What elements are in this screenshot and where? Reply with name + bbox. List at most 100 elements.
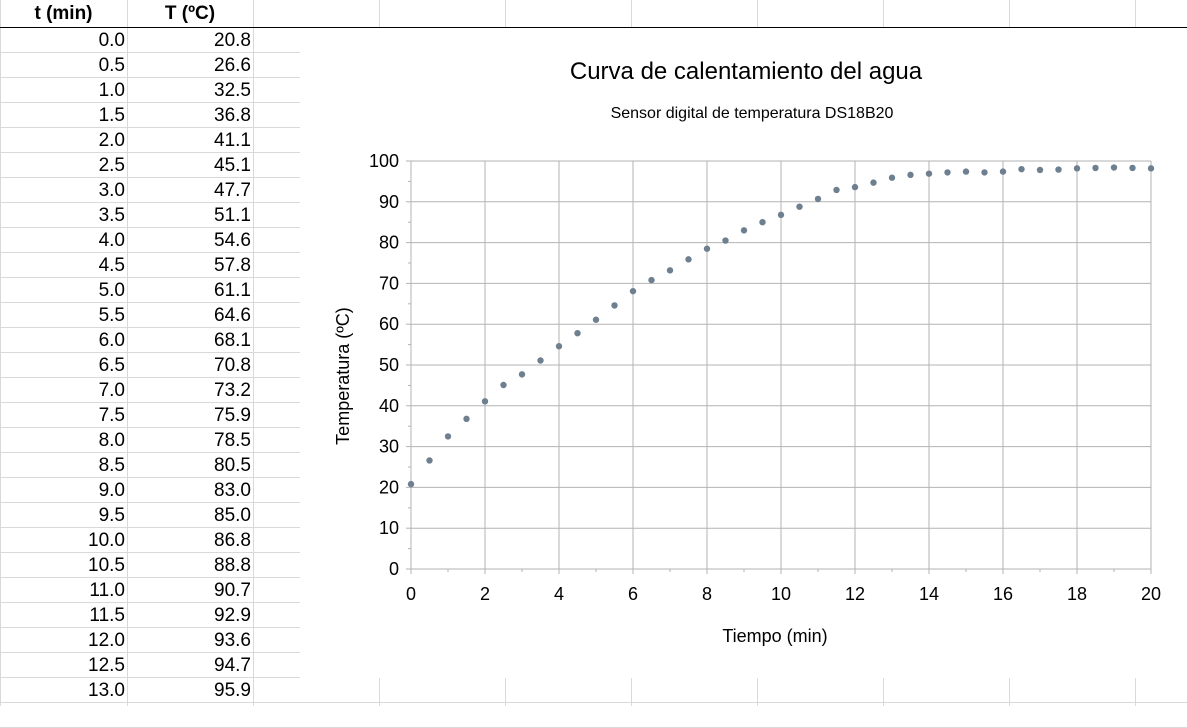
data-point [814, 195, 822, 203]
y-tick-label: 50 [379, 355, 399, 375]
cell-time[interactable]: 10.0 [88, 530, 125, 551]
data-point [907, 171, 914, 179]
cell-time[interactable]: 4.0 [98, 230, 125, 251]
x-tick-label: 4 [554, 584, 564, 604]
data-point [518, 371, 526, 378]
cell-temperature[interactable]: 93.6 [214, 630, 251, 651]
cell-time[interactable]: 12.5 [88, 655, 125, 676]
y-axis-label: Temperatura (ºC) [333, 307, 353, 445]
cell-time[interactable]: 11.5 [89, 605, 125, 626]
cell-time[interactable]: 6.0 [98, 330, 125, 351]
data-point [851, 183, 859, 191]
data-point [685, 256, 692, 263]
cell-temperature[interactable]: 78.5 [214, 430, 251, 451]
header-border [0, 27, 1187, 28]
cell-temperature[interactable]: 61.1 [214, 280, 251, 301]
cell-temperature[interactable]: 54.6 [214, 230, 251, 251]
cell-time[interactable]: 8.0 [98, 430, 125, 451]
y-tick-label: 0 [389, 559, 399, 579]
cell-temperature[interactable]: 83.0 [214, 480, 251, 501]
cell-time[interactable]: 3.0 [98, 180, 125, 201]
y-tick-label: 90 [379, 192, 399, 212]
cell-temperature[interactable]: 90.7 [214, 580, 251, 601]
cell-temperature[interactable]: 75.9 [214, 405, 251, 426]
cell-time[interactable]: 2.0 [98, 130, 125, 151]
data-point [703, 245, 711, 252]
cell-temperature[interactable]: 92.9 [214, 605, 251, 626]
data-point [1147, 165, 1155, 172]
cell-time[interactable]: 0.0 [98, 30, 125, 51]
cell-temperature[interactable]: 85.0 [214, 505, 251, 526]
cell-temperature[interactable]: 73.2 [214, 380, 251, 401]
cell-temperature[interactable]: 68.1 [214, 330, 251, 351]
sheet-column-line [253, 0, 254, 706]
data-point [1110, 164, 1118, 171]
data-point [722, 237, 729, 244]
chart-grid [410, 160, 1152, 570]
cell-time[interactable]: 7.5 [98, 405, 125, 426]
cell-time[interactable]: 1.0 [98, 80, 125, 101]
y-tick-label: 60 [379, 314, 399, 334]
cell-time[interactable]: 7.0 [98, 380, 125, 401]
data-point [1092, 164, 1099, 172]
data-point [629, 287, 637, 295]
data-point [870, 179, 877, 186]
cell-temperature[interactable]: 36.8 [214, 105, 251, 126]
scatter-chart-svg: Curva de calentamiento del agua Sensor d… [333, 58, 1161, 646]
cell-temperature[interactable]: 95.9 [214, 680, 251, 701]
column-header-time[interactable]: t (min) [34, 3, 93, 24]
chart-ticks: 0 10 20 30 40 50 60 70 80 90 100 0 2 4 6 8 10 12 14 16 18 20 [369, 151, 1161, 604]
data-point [925, 170, 933, 177]
cell-temperature[interactable]: 20.8 [214, 30, 251, 51]
cell-time[interactable]: 12.0 [88, 630, 125, 651]
cell-time[interactable]: 2.5 [98, 155, 125, 176]
cell-time[interactable]: 0.5 [98, 55, 125, 76]
x-axis-label: Tiempo (min) [722, 626, 827, 646]
cell-temperature[interactable]: 32.5 [214, 80, 251, 101]
data-point [999, 168, 1007, 175]
chart-subtitle: Sensor digital de temperatura DS18B20 [611, 105, 894, 122]
cell-temperature[interactable]: 86.8 [214, 530, 251, 551]
cell-temperature[interactable]: 47.7 [214, 180, 251, 201]
cell-time[interactable]: 11.0 [89, 580, 125, 601]
column-header-temperature[interactable]: T (ºC) [164, 3, 216, 24]
cell-time[interactable]: 6.5 [98, 355, 125, 376]
data-point [592, 316, 600, 323]
data-point [1129, 164, 1136, 172]
cell-time[interactable]: 5.0 [98, 280, 125, 301]
data-point [444, 433, 452, 440]
cell-time[interactable]: 3.5 [98, 205, 125, 226]
cell-temperature[interactable]: 45.1 [214, 155, 251, 176]
chart[interactable]: Curva de calentamiento del agua Sensor d… [300, 28, 1187, 678]
cell-temperature[interactable]: 70.8 [214, 355, 251, 376]
cell-temperature[interactable]: 80.5 [214, 455, 251, 476]
data-point [944, 169, 951, 176]
cell-temperature[interactable]: 57.8 [214, 255, 251, 276]
cell-time[interactable]: 9.0 [98, 480, 125, 501]
data-point [833, 186, 840, 194]
cell-temperature[interactable]: 64.6 [214, 305, 251, 326]
data-point [759, 219, 766, 226]
cell-time[interactable]: 8.5 [98, 455, 125, 476]
cell-time[interactable]: 1.5 [98, 105, 125, 126]
data-point [648, 276, 655, 284]
x-tick-label: 0 [406, 584, 416, 604]
cell-temperature[interactable]: 41.1 [214, 130, 251, 151]
cell-time[interactable]: 5.5 [98, 305, 125, 326]
y-tick-label: 30 [379, 437, 399, 457]
cell-time[interactable]: 9.5 [98, 505, 125, 526]
x-tick-label: 6 [628, 584, 638, 604]
cell-temperature[interactable]: 51.1 [214, 205, 251, 226]
data-point [555, 343, 563, 350]
cell-temperature[interactable]: 26.6 [214, 55, 251, 76]
cell-time[interactable]: 4.5 [98, 255, 125, 276]
x-tick-label: 16 [993, 584, 1013, 604]
cell-time[interactable]: 13.0 [88, 680, 125, 701]
y-tick-label: 80 [379, 233, 399, 253]
data-point [796, 203, 803, 210]
cell-temperature[interactable]: 88.8 [214, 555, 251, 576]
x-tick-label: 8 [702, 584, 712, 604]
cell-time[interactable]: 10.5 [88, 555, 125, 576]
cell-temperature[interactable]: 94.7 [214, 655, 251, 676]
data-point [981, 169, 988, 176]
